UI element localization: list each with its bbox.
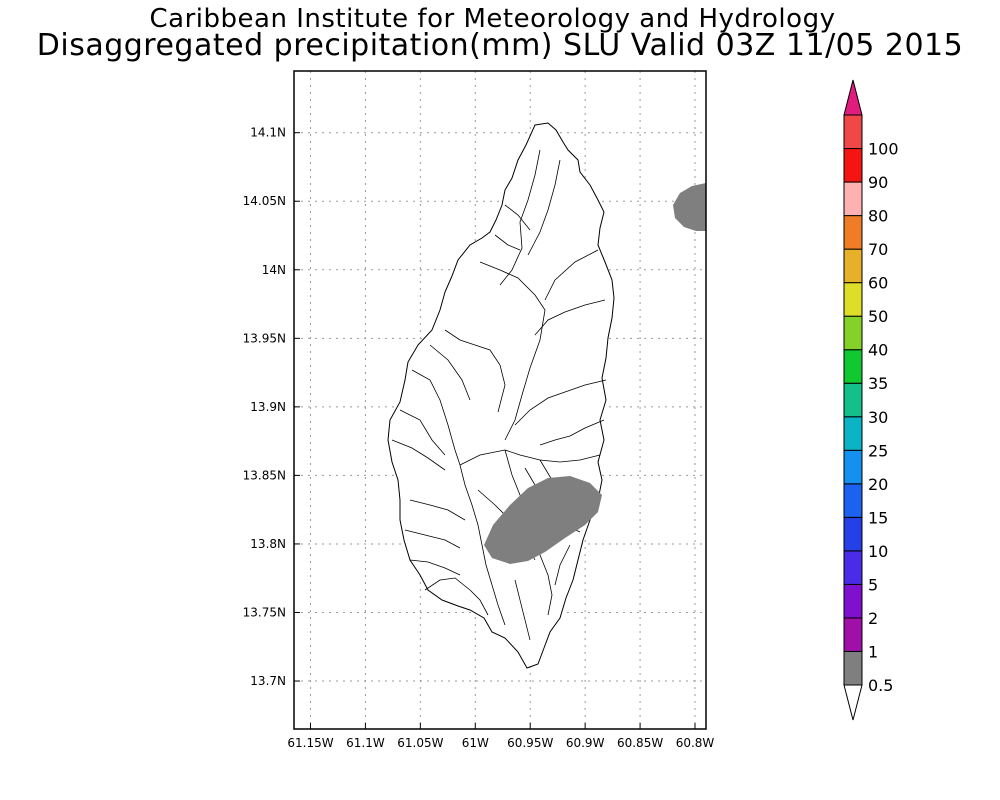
title-line-1: Caribbean Institute for Meteorology and … [149, 4, 836, 34]
title-line-2: Disaggregated precipitation(mm) SLU Vali… [36, 28, 964, 63]
colorbar-swatch [843, 248, 863, 284]
colorbar-label: 20 [868, 475, 888, 494]
colorbar-swatch [843, 114, 863, 150]
colorbar-swatch [843, 416, 863, 451]
colorbar-swatch [843, 650, 863, 686]
lon-tick-label: 61.1W [346, 736, 385, 750]
watershed-lines [391, 149, 607, 641]
colorbar-swatch [843, 315, 863, 351]
lat-tick-label: 14.1N [250, 126, 286, 140]
colorbar-label: 60 [868, 274, 888, 293]
colorbar-label: 5 [868, 575, 878, 594]
colorbar-label: 2 [868, 609, 878, 628]
colorbar-label: 35 [868, 374, 888, 393]
lat-tick-label: 14N [262, 263, 286, 277]
colorbar-swatch [843, 349, 863, 384]
lat-tick-label: 13.8N [250, 537, 286, 551]
lon-tick-label: 60.8W [676, 736, 715, 750]
colorbar-swatch [843, 148, 863, 183]
colorbar-swatch [843, 181, 863, 217]
colorbar-under-triangle [843, 684, 863, 721]
map-frame [293, 70, 707, 730]
colorbar-swatch [843, 483, 863, 518]
lat-tick-label: 14.05N [243, 194, 286, 208]
colorbar-label: 70 [868, 240, 888, 259]
island-outline [387, 122, 615, 669]
colorbar-swatch [843, 382, 863, 418]
colorbar-swatch [843, 282, 863, 317]
colorbar-label: 90 [868, 173, 888, 192]
colorbar-label: 80 [868, 207, 888, 226]
colorbar-swatch [843, 449, 863, 485]
lon-tick-label: 60.9W [566, 736, 605, 750]
lat-tick-label: 13.75N [243, 605, 286, 619]
colorbar-swatch [843, 215, 863, 250]
colorbar-swatch [843, 516, 863, 552]
colorbar-swatch [843, 617, 863, 652]
lat-tick-label: 13.7N [250, 674, 286, 688]
colorbar-label: 100 [868, 140, 899, 159]
lat-tick-label: 13.9N [250, 400, 286, 414]
colorbar-label: 30 [868, 408, 888, 427]
latitude-axis: 14.1N 14.05N 14N 13.95N 13.9N 13.85N 13.8N 13.7… [243, 126, 300, 688]
lon-tick-label: 61.15W [287, 736, 333, 750]
colorbar-label: 10 [868, 542, 888, 561]
longitude-axis: 61.15W 61.1W 61.05W 61W 60.95W 60.9W 60.85W 60.… [287, 723, 714, 750]
colorbar-swatch [843, 583, 863, 619]
lat-tick-label: 13.85N [243, 468, 286, 482]
lon-tick-label: 61.05W [397, 736, 443, 750]
lon-tick-label: 60.95W [507, 736, 553, 750]
colorbar-label: 1 [868, 642, 878, 661]
colorbar-over-triangle [843, 79, 863, 116]
colorbar-label: 25 [868, 441, 888, 460]
colorbar-label: 0.5 [868, 676, 893, 695]
lat-tick-label: 13.95N [243, 331, 286, 345]
colorbar-swatch [843, 550, 863, 585]
lon-tick-label: 60.85W [617, 736, 663, 750]
lon-tick-label: 61W [462, 736, 489, 750]
precip-area-south-east [484, 476, 602, 564]
colorbar-label: 50 [868, 307, 888, 326]
precip-area-north-east [673, 183, 706, 231]
colorbar-label: 40 [868, 341, 888, 360]
colorbar-label: 15 [868, 508, 888, 527]
